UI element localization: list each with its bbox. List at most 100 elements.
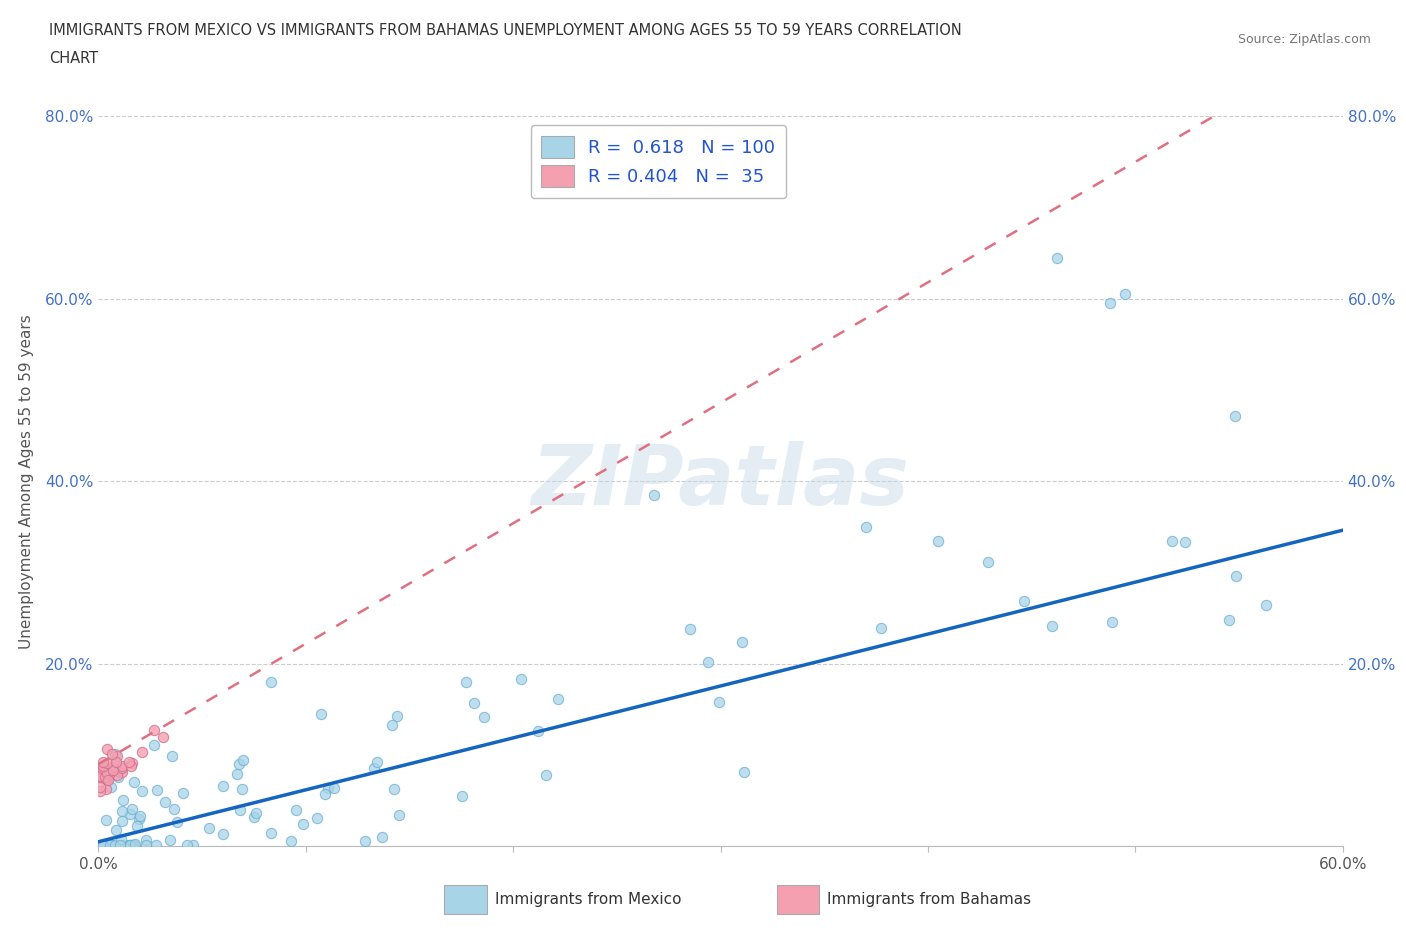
Point: [152, 729, 174, 744]
Point: [363, 761, 385, 776]
Point: [1218, 613, 1240, 628]
Point: [198, 820, 221, 835]
Point: [128, 811, 150, 826]
Point: [311, 707, 333, 722]
Point: [131, 783, 153, 798]
Point: [534, 767, 557, 782]
Point: [101, 760, 124, 775]
Point: [104, 747, 127, 762]
Point: [94, 812, 117, 827]
Point: [143, 737, 166, 752]
Point: [111, 760, 134, 775]
Point: [260, 675, 283, 690]
Text: Immigrants from Bahamas: Immigrants from Bahamas: [827, 892, 1031, 908]
Point: [104, 755, 127, 770]
Point: [91, 760, 114, 775]
Point: [118, 806, 141, 821]
Point: [107, 769, 129, 784]
Point: [111, 792, 134, 807]
Point: [381, 717, 404, 732]
Point: [97, 769, 120, 784]
Point: [110, 765, 132, 780]
Point: [679, 621, 702, 636]
Point: [243, 810, 266, 825]
Point: [91, 759, 114, 774]
Point: [245, 805, 267, 820]
Point: [118, 838, 141, 853]
Point: [463, 696, 485, 711]
Point: [870, 621, 893, 636]
Point: [547, 692, 569, 707]
Point: [354, 834, 377, 849]
Point: [696, 655, 718, 670]
Point: [89, 769, 111, 784]
Text: CHART: CHART: [49, 51, 98, 66]
Point: [371, 830, 394, 844]
Point: [124, 837, 146, 852]
Legend: R =  0.618   N = 100, R = 0.404   N =  35: R = 0.618 N = 100, R = 0.404 N = 35: [530, 126, 786, 198]
Point: [105, 823, 128, 838]
Point: [1114, 286, 1136, 301]
Point: [1161, 533, 1184, 548]
Point: [124, 775, 146, 790]
Point: [181, 838, 204, 853]
Text: IMMIGRANTS FROM MEXICO VS IMMIGRANTS FROM BAHAMAS UNEMPLOYMENT AMONG AGES 55 TO : IMMIGRANTS FROM MEXICO VS IMMIGRANTS FRO…: [49, 23, 962, 38]
Point: [105, 749, 128, 764]
Point: [172, 785, 194, 800]
Point: [260, 826, 283, 841]
Bar: [444, 885, 486, 914]
Point: [153, 794, 176, 809]
Point: [120, 759, 142, 774]
Point: [89, 783, 111, 798]
Point: [855, 520, 877, 535]
Point: [135, 832, 157, 847]
Point: [90, 761, 112, 776]
Point: [145, 838, 167, 853]
Point: [1099, 296, 1122, 311]
Point: [385, 709, 408, 724]
Point: [104, 838, 127, 853]
Point: [124, 838, 146, 853]
Point: [366, 754, 388, 769]
Point: [118, 754, 141, 769]
Point: [111, 759, 134, 774]
Point: [146, 782, 169, 797]
Point: [101, 763, 124, 777]
Point: [231, 781, 253, 796]
Point: [94, 782, 117, 797]
Point: [108, 838, 131, 853]
Point: [121, 802, 143, 817]
Point: [1045, 250, 1067, 265]
Point: [707, 695, 730, 710]
Point: [307, 811, 329, 826]
Point: [97, 772, 120, 787]
Text: ZIPatlas: ZIPatlas: [531, 441, 910, 522]
Point: [93, 761, 115, 776]
Point: [89, 779, 111, 794]
Point: [111, 804, 134, 818]
Point: [101, 838, 124, 853]
Point: [96, 756, 118, 771]
Point: [1254, 597, 1277, 612]
Point: [1174, 535, 1197, 550]
Point: [527, 724, 550, 738]
Point: [159, 833, 181, 848]
Point: [96, 742, 118, 757]
Point: [232, 752, 254, 767]
Point: [128, 808, 150, 823]
Point: [927, 533, 949, 548]
Point: [91, 754, 114, 769]
Point: [163, 802, 186, 817]
Point: [292, 817, 315, 831]
Point: [472, 710, 495, 724]
Point: [323, 780, 346, 795]
Point: [509, 671, 531, 686]
Point: [117, 838, 139, 853]
Point: [96, 765, 118, 780]
Point: [91, 771, 114, 786]
Point: [125, 818, 148, 833]
Point: [731, 635, 754, 650]
Point: [388, 807, 411, 822]
Bar: [778, 885, 820, 914]
Point: [226, 766, 249, 781]
